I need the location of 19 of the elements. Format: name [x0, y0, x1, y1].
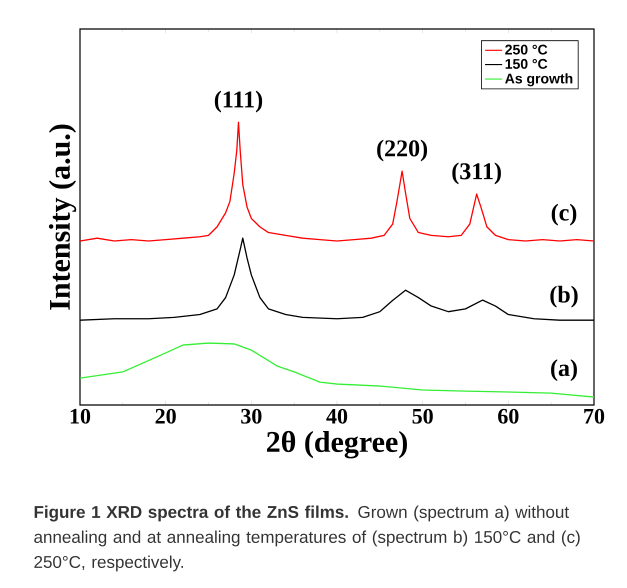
- x-tick-label: 40: [326, 408, 348, 424]
- x-tick-label: 30: [241, 408, 262, 424]
- y-axis-title: Intensity (a.u.): [48, 124, 76, 310]
- annotation: (c): [552, 204, 576, 226]
- x-tick-label: 60: [498, 408, 518, 424]
- x-tick-label: 70: [584, 408, 604, 424]
- x-axis-title: 2θ (degree): [266, 430, 407, 458]
- text: Figure 1 XRD spectra of the ZnS films. Grown (spectrum a) without annealing and at annealing temperatures of (spectrum b) 150°C and (c) 250°C, respectively.: [34, 506, 580, 572]
- x-tick-label: 20: [156, 408, 176, 424]
- annotation: (b): [550, 286, 578, 308]
- annotation: (a): [551, 359, 577, 382]
- legend-label: 250 °C: [505, 44, 548, 55]
- annotation: (220): [377, 140, 428, 162]
- annotation: (311): [452, 162, 501, 184]
- legend-label: 150 °C: [506, 58, 548, 69]
- x-tick-label: 10: [70, 408, 90, 424]
- annotation: (111): [214, 90, 262, 112]
- x-tick-label: 50: [412, 408, 433, 424]
- legend-label: As growth: [505, 73, 572, 86]
